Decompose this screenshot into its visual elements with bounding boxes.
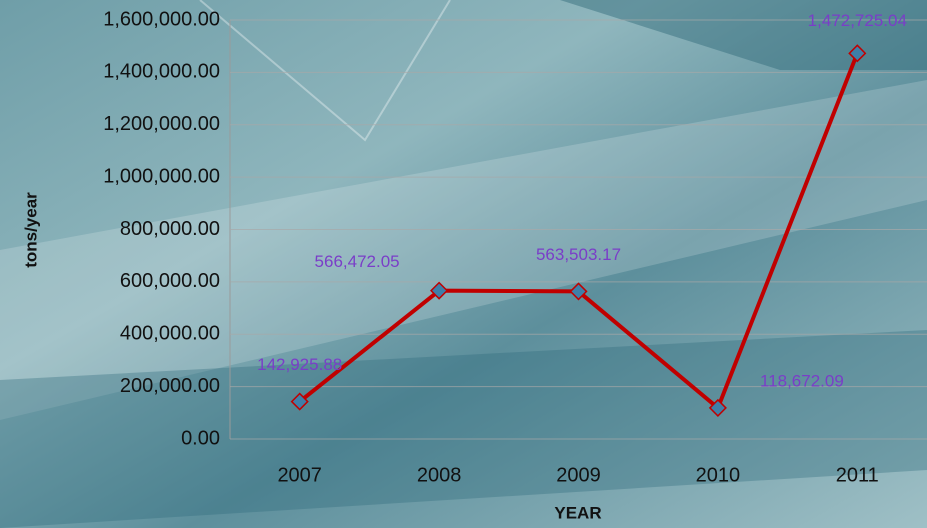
marker (290, 392, 309, 411)
x-tick-label: 2009 (556, 464, 601, 486)
y-tick-label: 200,000.00 (120, 375, 220, 397)
x-tick-label: 2007 (277, 464, 322, 486)
y-tick-label: 400,000.00 (120, 323, 220, 345)
data-label: 566,472.05 (315, 252, 400, 271)
marker (569, 282, 588, 301)
decor (560, 0, 927, 70)
y-tick-label: 800,000.00 (120, 218, 220, 240)
x-tick-label: 2008 (417, 464, 462, 486)
y-tick-label: 600,000.00 (120, 270, 220, 292)
data-label: 563,503.17 (536, 245, 621, 264)
y-tick-label: 1,200,000.00 (103, 113, 220, 135)
data-label: 142,925.88 (257, 355, 342, 374)
x-tick-label: 2011 (836, 464, 879, 486)
y-axis-title: tons/year (21, 192, 40, 268)
marker (848, 44, 867, 63)
y-tick-label: 1,400,000.00 (103, 61, 220, 83)
x-axis-title: YEAR (554, 503, 601, 522)
decor (0, 80, 927, 420)
y-tick-label: 1,600,000.00 (103, 8, 220, 30)
decor (0, 330, 927, 528)
y-tick-label: 0.00 (181, 427, 220, 449)
x-tick-label: 2010 (696, 464, 741, 486)
decor (199, 0, 451, 142)
marker (430, 281, 449, 300)
data-label: 1,472,725.04 (808, 11, 907, 30)
data-label: 118,672.09 (760, 371, 844, 390)
marker (708, 398, 727, 417)
y-tick-label: 1,000,000.00 (103, 165, 220, 187)
